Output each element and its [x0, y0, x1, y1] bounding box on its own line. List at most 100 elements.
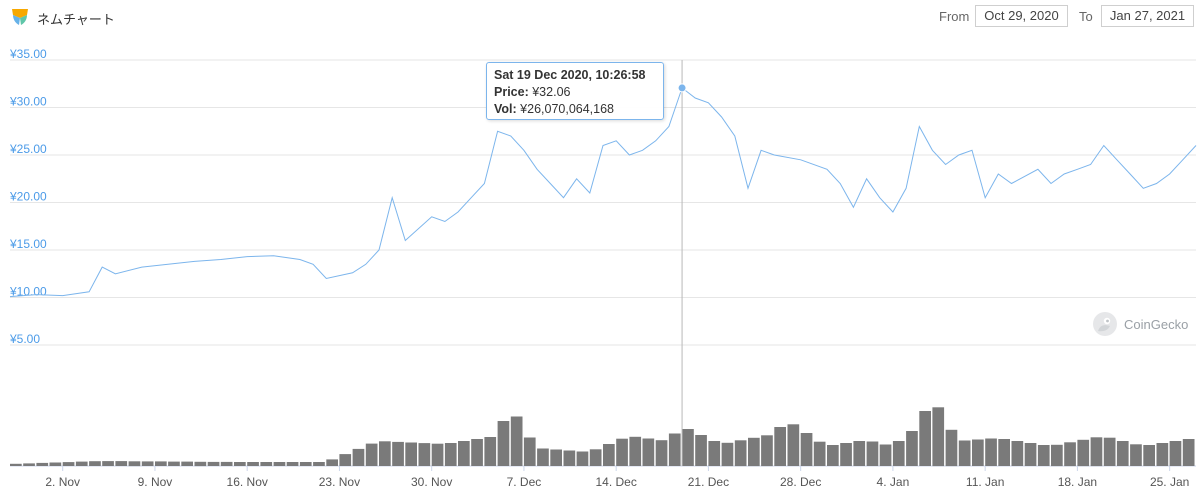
y-tick-label: ¥15.00: [9, 237, 47, 251]
volume-bar: [36, 462, 49, 466]
x-tick-label: 2. Nov: [45, 475, 80, 489]
volume-bar: [379, 441, 391, 466]
y-tick-label: ¥20.00: [9, 190, 47, 204]
x-tick-label: 23. Nov: [319, 475, 360, 489]
x-axis-labels: 2. Nov 9. Nov 16. Nov 23. Nov 30. Nov 7. Dec 1…: [45, 466, 1189, 489]
volume-bar: [1064, 442, 1076, 467]
volume-bar: [313, 462, 325, 466]
volume-bar: [10, 463, 22, 466]
volume-bar: [352, 448, 365, 466]
volume-bar: [181, 461, 193, 466]
nem-logo-icon: [12, 9, 28, 25]
volume-bar: [906, 431, 918, 466]
x-tick-label: 14. Dec: [595, 475, 636, 489]
volume-bar: [484, 437, 497, 466]
volume-bar: [879, 444, 892, 466]
volume-bar: [616, 438, 628, 466]
volume-bar: [682, 429, 694, 466]
volume-bar: [62, 462, 75, 466]
volume-bar: [1116, 441, 1129, 466]
x-tick-label: 9. Nov: [138, 475, 173, 489]
volume-bar: [787, 424, 800, 466]
volume-bar: [748, 437, 760, 467]
volume-bar: [642, 438, 655, 466]
y-tick-label: ¥5.00: [9, 332, 40, 346]
volume-bar: [576, 451, 589, 466]
volume-bar: [1011, 441, 1024, 466]
volume-bar: [1130, 444, 1142, 466]
volume-bar: [1024, 443, 1037, 466]
volume-bar: [958, 440, 971, 466]
volume-bar: [115, 461, 128, 466]
volume-bar: [75, 461, 88, 466]
volume-bar: [326, 459, 338, 466]
chart-header: ネムチャート From Oct 29, 2020 To Jan 27, 2021: [0, 0, 1200, 36]
volume-bar: [1077, 439, 1090, 467]
volume-bar: [985, 438, 997, 466]
volume-bar: [405, 442, 417, 466]
volume-bar: [708, 441, 721, 466]
x-tick-label: 4. Jan: [877, 475, 910, 489]
tooltip-date: Sat 19 Dec 2020, 10:26:58: [494, 68, 646, 82]
volume-bar: [892, 441, 905, 466]
volume-bar: [668, 433, 681, 466]
volume-bar: [23, 463, 35, 466]
volume-bar: [273, 462, 286, 466]
volume-bar: [471, 439, 483, 466]
volume-bar: [392, 441, 404, 466]
to-label: To: [1079, 9, 1093, 24]
volume-bar: [155, 461, 167, 466]
x-tick-label: 7. Dec: [507, 475, 542, 489]
volume-bar: [339, 454, 352, 466]
volume-bar: [523, 437, 536, 466]
volume-bar: [234, 462, 246, 466]
volume-bar: [1051, 444, 1063, 467]
tooltip-price-value: ¥32.06: [532, 85, 571, 99]
volume-bar: [563, 450, 576, 466]
volume-bar: [774, 427, 786, 466]
volume-bar: [497, 421, 510, 466]
volume-bar: [1182, 439, 1195, 466]
volume-bar: [537, 448, 549, 466]
volume-bar: [695, 435, 707, 466]
volume-bar: [919, 411, 931, 466]
volume-bar: [141, 461, 154, 466]
tooltip-price-label: Price:: [494, 85, 529, 99]
tooltip-vol-value: ¥26,070,064,168: [520, 102, 615, 116]
volume-bar: [866, 441, 879, 466]
volume-bar: [168, 461, 180, 466]
y-axis-labels: ¥5.00¥10.00¥15.00¥20.00¥25.00¥30.00¥35.0…: [9, 47, 47, 346]
volume-bars: [10, 407, 1195, 467]
volume-bar: [260, 462, 273, 466]
volume-bar: [1090, 437, 1103, 467]
from-date-input[interactable]: Oct 29, 2020: [975, 5, 1068, 27]
volume-bar: [761, 435, 773, 467]
hover-point: [677, 83, 687, 93]
price-line: [9, 87, 1197, 298]
volume-bar: [418, 443, 431, 466]
volume-bar: [365, 443, 378, 466]
x-tick-label: 18. Jan: [1058, 475, 1097, 489]
volume-bar: [734, 440, 747, 467]
volume-bar: [827, 445, 839, 466]
volume-bar: [102, 461, 114, 466]
volume-bar: [49, 462, 62, 466]
volume-bar: [128, 461, 141, 467]
volume-bar: [286, 462, 299, 466]
volume-bar: [194, 461, 207, 467]
x-tick-label: 28. Dec: [780, 475, 821, 489]
volume-bar: [1169, 441, 1182, 466]
volume-bar: [207, 461, 220, 466]
volume-bar: [1103, 437, 1116, 466]
y-tick-label: ¥25.00: [9, 142, 47, 156]
volume-bar: [1037, 445, 1050, 466]
volume-bar: [510, 416, 523, 466]
volume-bar: [998, 439, 1010, 466]
x-tick-label: 21. Dec: [688, 475, 729, 489]
volume-bar: [721, 442, 734, 467]
volume-bar: [589, 449, 602, 466]
volume-bar: [603, 444, 615, 466]
volume-bar: [431, 443, 444, 466]
to-date-input[interactable]: Jan 27, 2021: [1101, 5, 1194, 27]
